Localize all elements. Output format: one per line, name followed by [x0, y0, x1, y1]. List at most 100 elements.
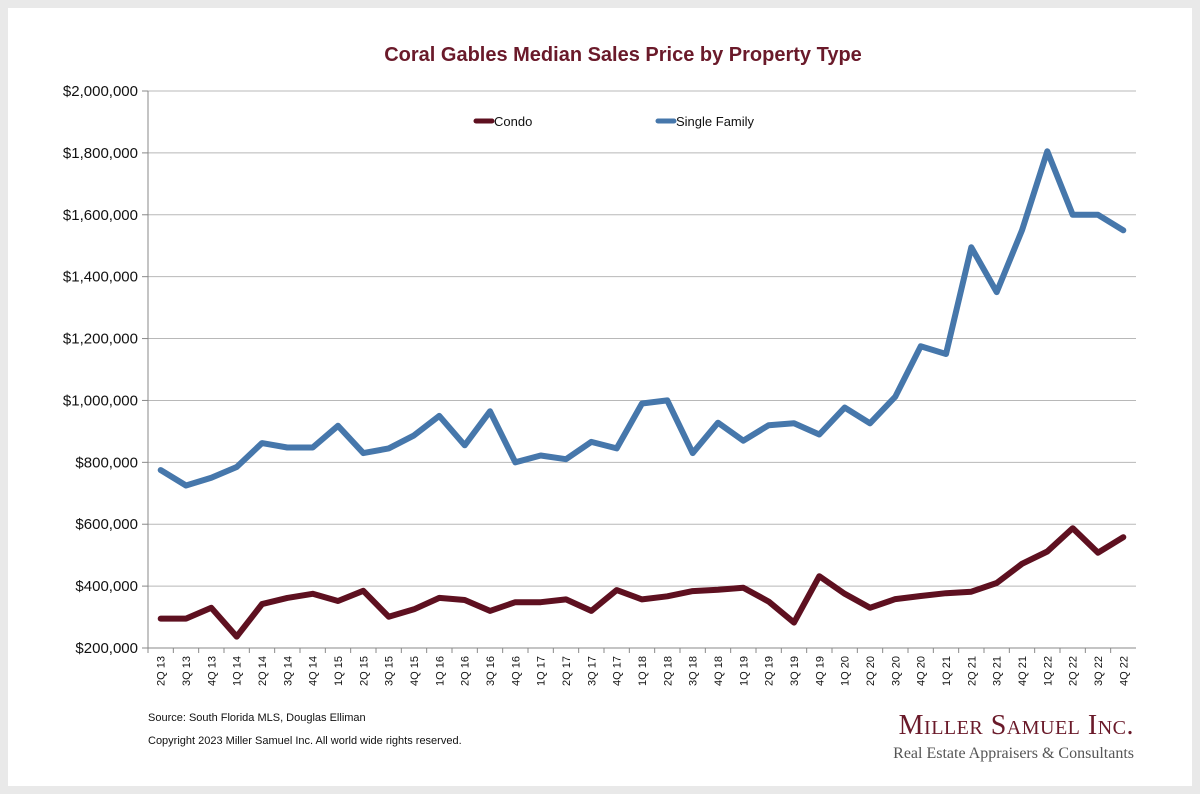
data-point-condo: [918, 593, 924, 599]
x-tick-label: 3Q 17: [586, 656, 598, 686]
x-tick-label: 4Q 19: [814, 656, 826, 686]
x-tick-label: 1Q 19: [738, 656, 750, 686]
data-point-condo: [943, 590, 949, 596]
data-point-condo: [766, 599, 772, 605]
data-point-condo: [842, 591, 848, 597]
data-point-single-family: [816, 432, 822, 437]
data-point-single-family: [234, 464, 240, 470]
data-point-condo: [360, 588, 366, 594]
y-tick-label: $200,000: [75, 640, 138, 657]
x-tick-label: 1Q 18: [637, 656, 649, 686]
x-tick-label: 4Q 14: [308, 656, 320, 686]
data-point-single-family: [259, 440, 265, 446]
x-tick-label: 3Q 18: [688, 656, 700, 686]
data-point-single-family: [563, 456, 569, 462]
data-point-condo: [690, 588, 696, 594]
x-tick-label: 1Q 20: [840, 656, 852, 686]
data-point-single-family: [284, 445, 290, 450]
data-point-condo: [1120, 534, 1126, 540]
data-point-condo: [639, 596, 645, 602]
x-tick-label: 4Q 16: [510, 656, 522, 686]
data-point-single-family: [360, 450, 366, 456]
line-chart: Coral Gables Median Sales Price by Prope…: [63, 44, 1136, 686]
chart-title: Coral Gables Median Sales Price by Prope…: [384, 44, 862, 66]
data-point-condo: [411, 606, 417, 612]
y-tick-label: $400,000: [75, 578, 138, 595]
data-point-condo: [284, 595, 290, 601]
data-point-single-family: [766, 422, 772, 428]
data-point-condo: [563, 596, 569, 602]
x-tick-label: 2Q 15: [358, 656, 370, 686]
x-tick-label: 2Q 21: [966, 656, 978, 686]
series-line-condo: [157, 525, 1127, 640]
data-point-condo: [208, 605, 214, 611]
data-point-single-family: [436, 413, 442, 419]
data-point-single-family: [512, 459, 518, 465]
data-point-condo: [791, 620, 797, 626]
x-tick-label: 3Q 21: [992, 656, 1004, 686]
x-tick-label: 3Q 15: [384, 656, 396, 686]
data-point-single-family: [740, 438, 746, 444]
data-point-single-family: [639, 401, 645, 406]
y-tick-label: $1,400,000: [63, 269, 138, 286]
data-point-single-family: [386, 445, 392, 451]
data-point-single-family: [918, 343, 924, 349]
copyright-note: Copyright 2023 Miller Samuel Inc. All wo…: [148, 735, 462, 747]
data-point-single-family: [487, 408, 493, 414]
data-point-single-family: [335, 423, 341, 429]
x-tick-label: 1Q 17: [536, 656, 548, 686]
data-point-single-family: [208, 475, 214, 481]
data-point-single-family: [943, 351, 949, 357]
data-point-condo: [1070, 525, 1076, 531]
x-tick-label: 2Q 18: [662, 656, 674, 686]
data-point-single-family: [1070, 212, 1076, 218]
y-tick-label: $1,800,000: [63, 145, 138, 162]
data-point-single-family: [538, 453, 544, 458]
x-tick-label: 1Q 22: [1042, 656, 1054, 686]
y-tick-label: $1,000,000: [63, 392, 138, 409]
data-point-single-family: [614, 445, 620, 451]
x-tick-label: 2Q 20: [865, 656, 877, 686]
data-point-condo: [512, 599, 518, 605]
data-point-single-family: [1044, 148, 1050, 154]
data-point-single-family: [664, 397, 670, 403]
x-tick-label: 2Q 16: [460, 656, 472, 686]
x-tick-label: 4Q 20: [916, 656, 928, 686]
x-axis-ticks: 2Q 13 3Q 13 4Q 13 1Q 14 2Q 14 3Q 14 4Q 14 1Q 15…: [147, 648, 1130, 686]
data-point-single-family: [310, 445, 316, 450]
data-point-condo: [614, 587, 620, 593]
brand-logo-name: Miller Samuel Inc.: [898, 710, 1134, 741]
data-point-condo: [234, 634, 240, 640]
x-tick-label: 1Q 21: [941, 656, 953, 686]
data-point-single-family: [183, 483, 189, 488]
data-point-condo: [1095, 550, 1101, 556]
data-point-single-family: [968, 244, 974, 250]
x-tick-label: 3Q 16: [485, 656, 497, 686]
data-point-condo: [487, 608, 493, 614]
data-point-single-family: [462, 442, 468, 448]
y-axis-ticks: $200,000 $400,000 $600,000 $800,000 $1,000,0…: [63, 83, 148, 657]
x-tick-label: 3Q 14: [282, 656, 294, 686]
data-point-condo: [310, 591, 316, 597]
data-point-condo: [386, 614, 392, 620]
legend: Condo Single Family: [473, 114, 755, 129]
x-tick-label: 1Q 14: [232, 656, 244, 686]
data-point-condo: [664, 593, 670, 599]
x-tick-label: 4Q 13: [206, 656, 218, 686]
data-point-single-family: [1120, 227, 1126, 233]
x-tick-label: 3Q 20: [890, 656, 902, 686]
data-point-condo: [538, 599, 544, 605]
data-point-condo: [968, 589, 974, 595]
data-point-condo: [740, 585, 746, 591]
series-line-single-family: [157, 148, 1127, 489]
data-point-condo: [1019, 561, 1025, 567]
gridlines: [147, 90, 1136, 649]
data-point-condo: [715, 587, 721, 593]
x-tick-label: 3Q 19: [789, 656, 801, 686]
x-tick-label: 4Q 21: [1017, 656, 1029, 686]
data-point-single-family: [1019, 227, 1025, 233]
data-point-condo: [588, 608, 594, 614]
x-tick-label: 1Q 16: [434, 656, 446, 686]
brand-tagline: Real Estate Appraisers & Consultants: [893, 745, 1134, 762]
y-tick-label: $2,000,000: [63, 83, 138, 100]
